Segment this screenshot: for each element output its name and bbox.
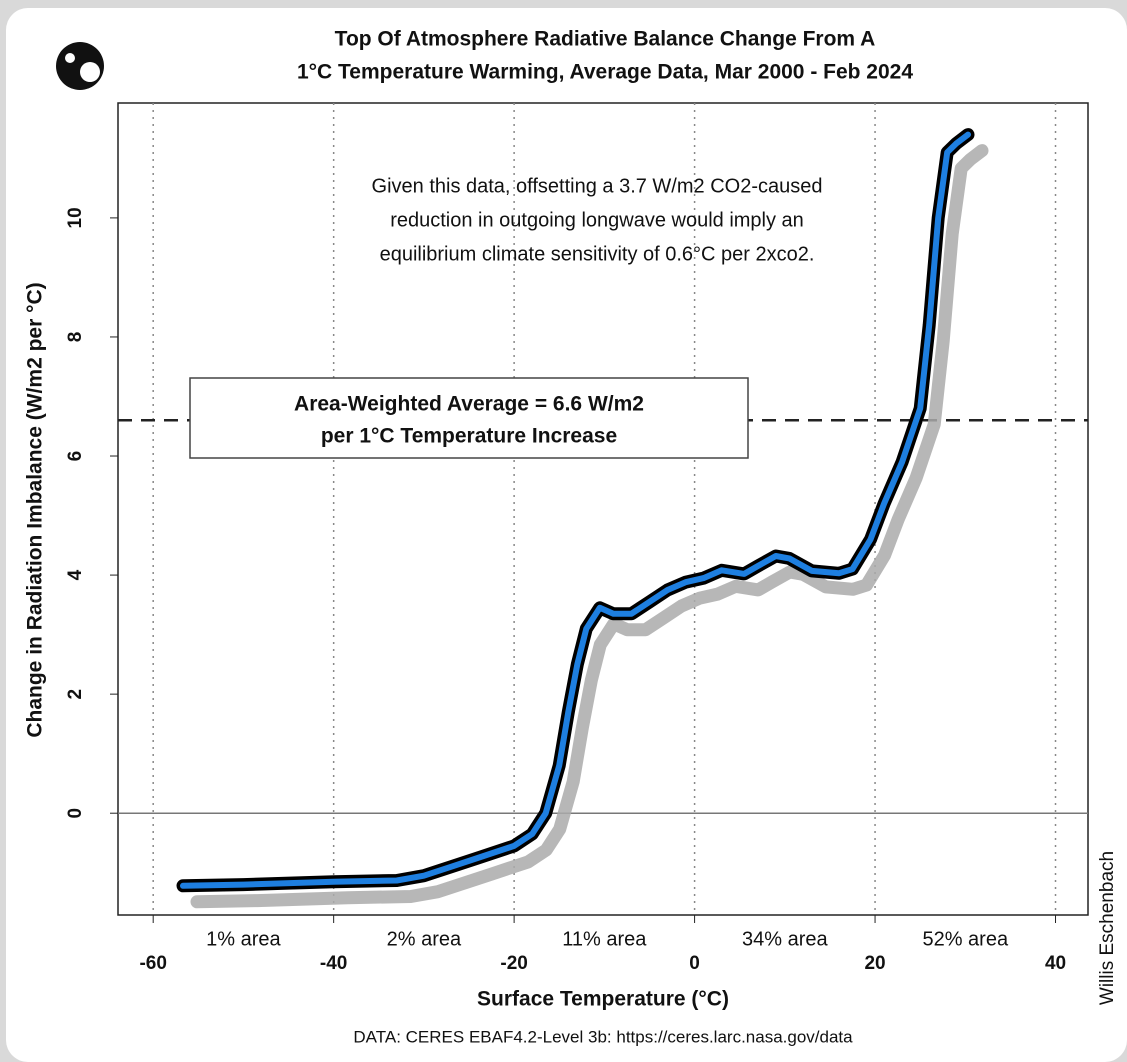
annotation: Given this data, offsetting a 3.7 W/m2 C… xyxy=(372,175,823,197)
card xyxy=(6,8,1127,1062)
x-tick-label: 40 xyxy=(1045,953,1066,974)
x-tick-label: 20 xyxy=(864,953,885,974)
x-tick-label: -60 xyxy=(139,953,166,974)
reference-label: Area-Weighted Average = 6.6 W/m2 xyxy=(294,393,644,416)
y-tick-label: 8 xyxy=(65,332,86,343)
logo xyxy=(56,42,104,90)
reference-box xyxy=(189,377,749,459)
region-label: 11% area xyxy=(562,928,647,950)
annotation: reduction in outgoing longwave would imp… xyxy=(390,209,804,231)
x-tick-label: -40 xyxy=(320,953,347,974)
y-tick-label: 4 xyxy=(65,569,86,580)
source-note: DATA: CERES EBAF4.2-Level 3b: https://ce… xyxy=(353,1027,853,1046)
y-tick-label: 6 xyxy=(65,451,86,462)
annotation: equilibrium climate sensitivity of 0.6°C… xyxy=(380,243,815,265)
credit: Willis Eschenbach xyxy=(1097,851,1118,1005)
chart-title: 1°C Temperature Warming, Average Data, M… xyxy=(297,61,913,84)
x-axis-label: Surface Temperature (°C) xyxy=(477,988,729,1011)
line-shadow xyxy=(190,144,989,909)
y-axis-label: Change in Radiation Imbalance (W/m2 per … xyxy=(24,282,47,737)
y-tick-label: 0 xyxy=(65,808,86,819)
chart-title: Top Of Atmosphere Radiative Balance Chan… xyxy=(335,28,876,51)
region-label: 52% area xyxy=(922,928,1008,950)
plot-frame xyxy=(117,102,1089,916)
region-label: 2% area xyxy=(387,928,462,950)
y-tick-label: 2 xyxy=(65,689,86,700)
region-label: 1% area xyxy=(206,928,281,950)
y-tick-label: 10 xyxy=(65,207,86,228)
x-tick-label: 0 xyxy=(689,953,700,974)
region-label: 34% area xyxy=(742,928,828,950)
line xyxy=(180,131,971,889)
reference-label: per 1°C Temperature Increase xyxy=(321,425,617,448)
x-tick-label: -20 xyxy=(500,953,527,974)
